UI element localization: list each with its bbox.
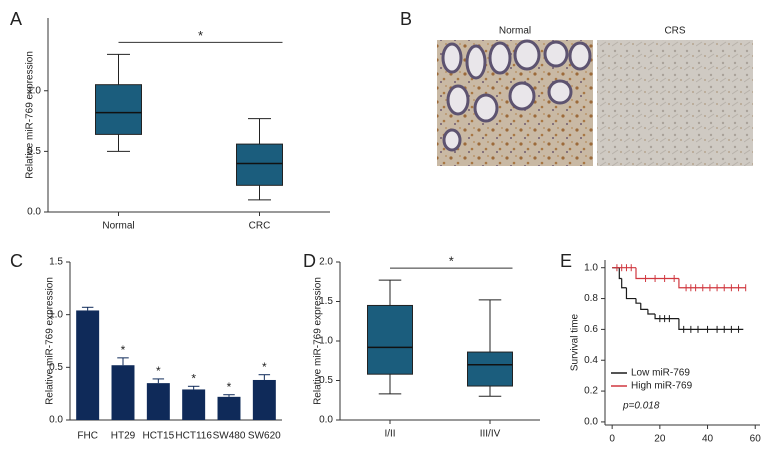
x-tick-label: HCT15 <box>142 431 174 442</box>
significance-label: * <box>227 380 232 394</box>
y-tick-label: 0.0 <box>584 417 598 428</box>
y-tick-label: 1.0 <box>584 262 598 273</box>
y-tick-label: 1.0 <box>319 336 333 347</box>
y-tick-label: 0.5 <box>319 375 333 386</box>
micrograph-crs <box>597 40 753 166</box>
y-tick-label: 0.8 <box>584 293 598 304</box>
significance-label: * <box>156 364 161 378</box>
bar <box>217 396 241 420</box>
panel-letter: A <box>10 9 22 29</box>
x-tick-label: HCT116 <box>175 431 212 442</box>
bar <box>111 365 135 420</box>
x-tick-label: III/IV <box>480 429 501 440</box>
y-tick-label: 0.0 <box>319 415 333 426</box>
survival-step <box>678 318 744 330</box>
x-tick-label: SW480 <box>213 431 246 442</box>
significance-label: * <box>262 360 267 374</box>
panel-letter: E <box>560 251 572 271</box>
bar <box>252 379 276 420</box>
y-tick-label: 0.0 <box>27 207 41 218</box>
survival-step <box>625 287 636 300</box>
y-tick-label: 0.5 <box>49 362 63 373</box>
y-axis-label: Survival time <box>570 313 581 371</box>
significance-label: * <box>449 254 454 269</box>
x-tick-label: 20 <box>654 434 666 445</box>
y-tick-label: 0.2 <box>584 386 598 397</box>
y-tick-label: 2.0 <box>319 257 333 268</box>
survival-step <box>654 313 679 320</box>
box <box>236 143 283 186</box>
significance-label: * <box>198 28 203 43</box>
y-axis-label: Relative miR-769 expression <box>313 277 324 405</box>
survival-step <box>618 267 622 280</box>
survival-step <box>647 309 656 315</box>
box <box>367 304 413 375</box>
y-tick-label: 1.0 <box>49 309 63 320</box>
panel-letter: B <box>400 9 412 29</box>
survival-step <box>640 303 648 310</box>
y-axis-label: Relative miR-769 expression <box>25 51 36 179</box>
y-tick-label: 0.4 <box>584 355 598 366</box>
micrograph-normal <box>437 39 593 166</box>
y-tick-label: 0.5 <box>27 146 41 157</box>
panel-letter: D <box>303 251 316 271</box>
x-tick-label: I/II <box>384 429 395 440</box>
bar <box>182 389 206 420</box>
y-axis-label: Relative miR-769 expression <box>45 277 56 405</box>
significance-label: * <box>121 343 126 357</box>
survival-step <box>635 298 641 304</box>
bar <box>76 310 100 420</box>
legend-label: High miR-769 <box>631 381 693 392</box>
x-tick-label: Normal <box>102 221 134 232</box>
legend-label: Low miR-769 <box>631 368 690 379</box>
survival-step <box>635 267 679 280</box>
p-value: p=0.018 <box>622 401 660 412</box>
panel-letter: C <box>10 251 23 271</box>
x-tick-label: FHC <box>77 431 98 442</box>
significance-label: * <box>191 371 196 385</box>
image-label: CRS <box>664 26 685 37</box>
y-tick-label: 1.0 <box>27 85 41 96</box>
box <box>467 351 513 387</box>
x-tick-label: CRC <box>249 221 271 232</box>
box <box>95 84 142 135</box>
bar <box>146 383 170 420</box>
survival-step <box>621 278 627 289</box>
y-tick-label: 0.0 <box>49 415 63 426</box>
y-tick-label: 0.6 <box>584 324 598 335</box>
y-tick-label: 1.5 <box>319 296 333 307</box>
x-tick-label: HT29 <box>111 431 136 442</box>
image-label: Normal <box>499 26 531 37</box>
x-tick-label: SW620 <box>248 431 281 442</box>
x-tick-label: 60 <box>750 434 762 445</box>
survival-step <box>678 278 746 289</box>
y-tick-label: 1.5 <box>49 257 63 268</box>
x-tick-label: 0 <box>609 434 615 445</box>
x-tick-label: 40 <box>702 434 714 445</box>
